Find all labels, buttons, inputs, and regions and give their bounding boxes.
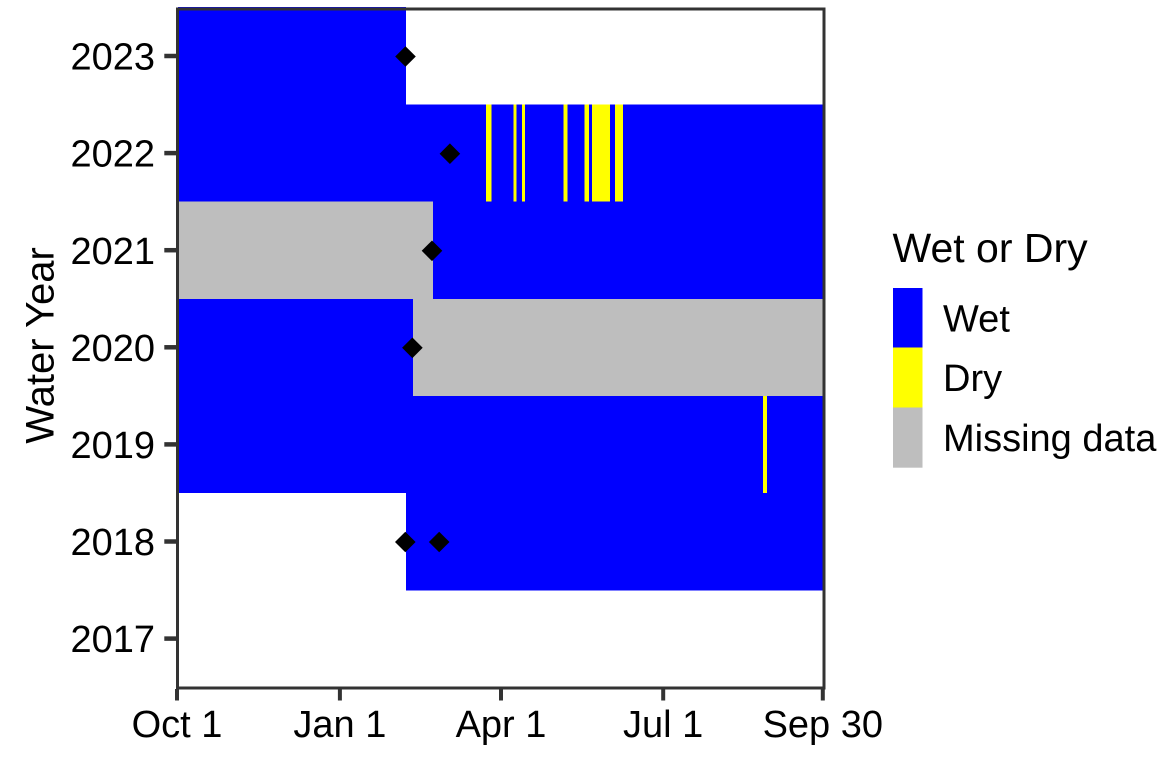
svg-text:2020: 2020 xyxy=(70,328,155,370)
svg-text:2017: 2017 xyxy=(70,619,155,661)
svg-text:Oct 1: Oct 1 xyxy=(132,704,223,746)
svg-text:Water Year: Water Year xyxy=(19,247,63,443)
svg-text:2018: 2018 xyxy=(70,522,155,564)
svg-text:2021: 2021 xyxy=(70,231,155,273)
svg-text:Wet: Wet xyxy=(943,298,1010,340)
svg-text:Missing data: Missing data xyxy=(943,418,1157,460)
svg-text:Jul 1: Jul 1 xyxy=(623,704,703,746)
svg-text:2022: 2022 xyxy=(70,134,155,176)
svg-text:2023: 2023 xyxy=(70,37,155,79)
svg-text:Wet or Dry: Wet or Dry xyxy=(893,225,1089,271)
svg-text:2019: 2019 xyxy=(70,425,155,467)
svg-text:Dry: Dry xyxy=(943,358,1002,400)
svg-text:Jan 1: Jan 1 xyxy=(293,704,386,746)
svg-text:Sep 30: Sep 30 xyxy=(763,704,883,746)
svg-text:Apr 1: Apr 1 xyxy=(456,704,547,746)
